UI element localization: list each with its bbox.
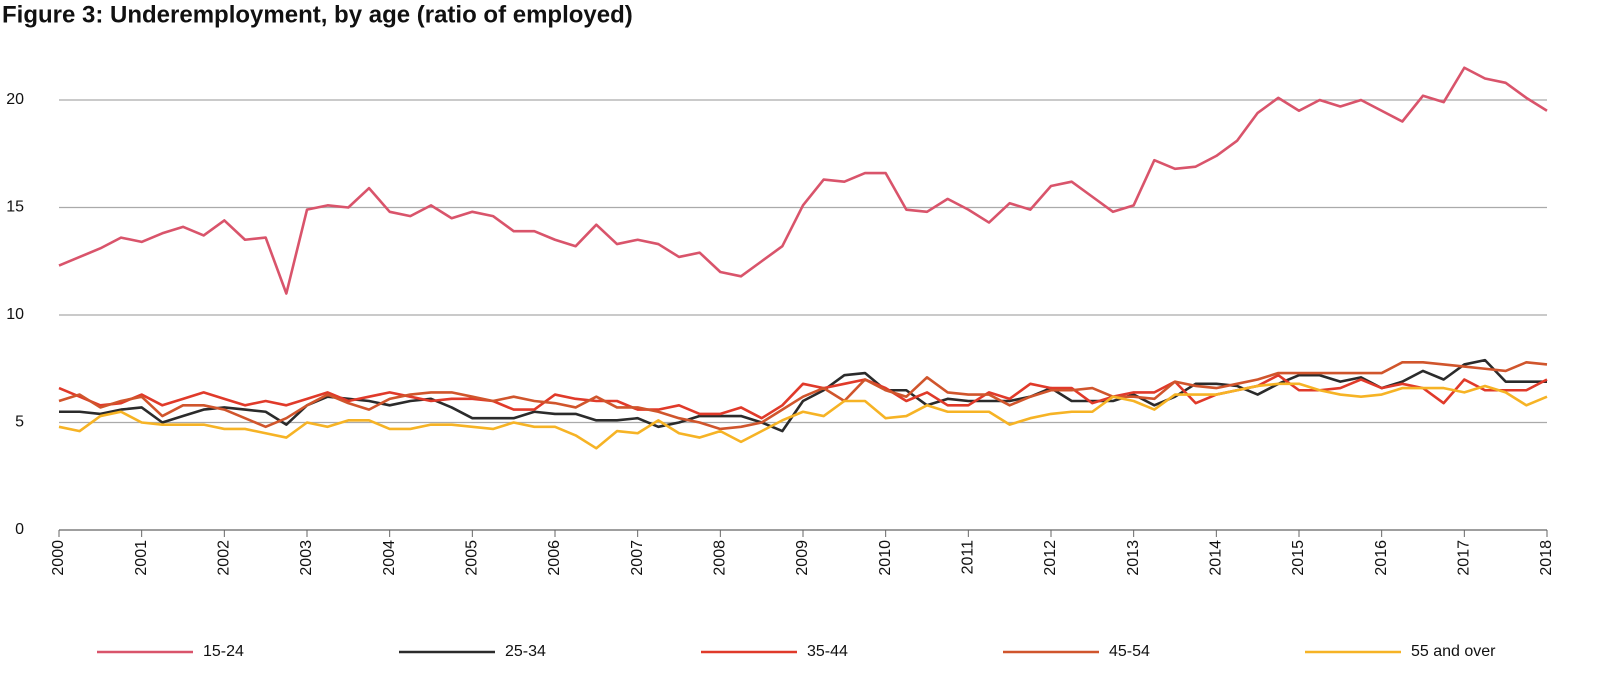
- x-tick-label: 2017: [1456, 540, 1473, 576]
- x-tick-label: 2011: [960, 540, 977, 575]
- y-tick-label: 15: [6, 199, 24, 216]
- legend-label: 45-54: [1109, 643, 1150, 660]
- series-line: [58, 361, 1548, 431]
- series-line: [58, 66, 1548, 295]
- x-tick-label: 2009: [794, 540, 811, 576]
- chart-title: Figure 3: Underemployment, by age (ratio…: [2, 1, 633, 28]
- x-tick-label: 2013: [1125, 540, 1142, 576]
- y-tick-label: 5: [15, 414, 24, 431]
- x-tick-label: 2007: [629, 540, 646, 576]
- y-tick-label: 20: [6, 91, 24, 108]
- x-tick-label: 2002: [216, 540, 233, 576]
- x-tick-label: 2001: [133, 540, 150, 576]
- x-tick-label: 2012: [1042, 540, 1059, 576]
- x-tick-label: 2006: [546, 540, 563, 576]
- y-tick-label: 10: [6, 306, 24, 323]
- legend-label: 55 and over: [1411, 643, 1496, 660]
- y-tick-label: 0: [15, 521, 24, 538]
- x-tick-label: 2018: [1538, 540, 1555, 576]
- x-tick-label: 2015: [1290, 540, 1307, 576]
- x-tick-label: 2003: [298, 540, 315, 576]
- series-line: [58, 382, 1548, 450]
- x-tick-label: 2005: [464, 540, 481, 576]
- x-tick-label: 2010: [877, 540, 894, 576]
- legend-label: 35-44: [807, 643, 848, 660]
- legend-label: 15-24: [203, 643, 244, 660]
- x-tick-label: 2004: [381, 540, 398, 576]
- legend-label: 25-34: [505, 643, 546, 660]
- x-tick-label: 2000: [50, 540, 67, 576]
- x-tick-label: 2008: [712, 540, 729, 576]
- x-tick-label: 2016: [1373, 540, 1390, 576]
- series-line: [58, 373, 1548, 420]
- x-tick-label: 2014: [1208, 540, 1225, 576]
